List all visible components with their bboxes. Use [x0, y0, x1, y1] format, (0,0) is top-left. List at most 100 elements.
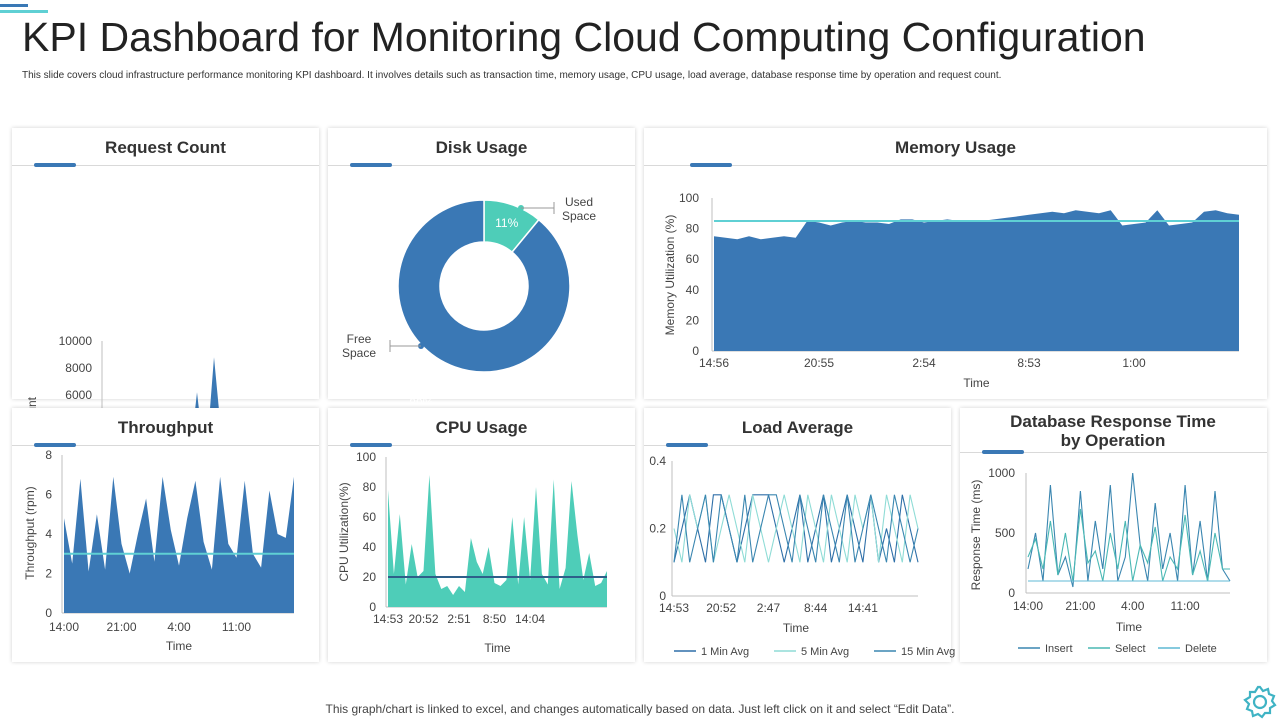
x-tick-label: 1:00 — [1122, 356, 1146, 370]
legend-label: 5 Min Avg — [801, 646, 849, 658]
legend-label: Insert — [1045, 643, 1073, 655]
legend-label: Delete — [1185, 643, 1217, 655]
panel-title: Disk Usage — [435, 138, 528, 157]
y-tick-label: 80 — [363, 480, 377, 494]
panel-memory-usage: Memory Usage 0 20 40 60 80 100 14:56 20:55 2:54 8… — [644, 128, 1267, 399]
panel-accent — [666, 443, 708, 447]
panel-db-response: Database Response Time by Operation 0 500… — [960, 408, 1267, 662]
memory-area-series — [714, 210, 1239, 351]
disk-slice-label: 89% — [409, 396, 433, 410]
y-tick-label: 80 — [686, 222, 700, 236]
y-axis-label: CPU Utilization(%) — [337, 482, 351, 581]
y-tick-label: 60 — [686, 252, 700, 266]
x-tick-label: 11:00 — [1171, 599, 1200, 613]
load-average-chart: 0 0.2 0.4 14:53 20:52 2:47 8:44 14:41 Time 1 Min … — [649, 454, 955, 658]
gear-icon[interactable] — [1242, 684, 1278, 720]
x-tick-label: 11:00 — [222, 620, 251, 634]
panel-accent — [690, 163, 732, 167]
panel-divider — [12, 445, 319, 446]
panel-divider — [328, 445, 635, 446]
panel-accent — [350, 443, 392, 447]
x-tick-label: 2:54 — [912, 356, 936, 370]
y-tick-label: 20 — [686, 313, 700, 327]
x-tick-label: 4:00 — [1121, 599, 1145, 613]
panel-accent — [982, 450, 1024, 454]
free-space-label-1: Free — [347, 332, 372, 346]
used-space-label-2: Space — [562, 209, 596, 223]
y-tick-label: 20 — [363, 570, 377, 584]
x-tick-label: 14:04 — [515, 612, 545, 626]
y-tick-label: 6 — [45, 488, 52, 502]
x-tick-label: 8:44 — [804, 601, 828, 615]
footer-note: This graph/chart is linked to excel, and… — [325, 702, 955, 716]
y-tick-label: 1000 — [988, 466, 1015, 480]
panel-accent — [350, 163, 392, 167]
legend-label: Select — [1115, 643, 1146, 655]
x-tick-label: 14:00 — [49, 620, 79, 634]
y-tick-label: 8000 — [65, 361, 92, 375]
cpu-area-series — [388, 475, 607, 607]
x-axis-label: Time — [484, 641, 511, 655]
x-axis-label: Time — [783, 621, 810, 635]
legend-label: 15 Min Avg — [901, 646, 955, 658]
y-tick-label: 4 — [45, 527, 52, 541]
x-tick-label: 2:51 — [447, 612, 471, 626]
x-axis-label: Time — [963, 376, 990, 390]
y-tick-label: 0 — [369, 600, 376, 614]
x-tick-label: 14:53 — [373, 612, 403, 626]
y-tick-label: 0 — [1008, 586, 1015, 600]
panel-title: Memory Usage — [895, 138, 1016, 157]
panel-cpu-usage: CPU Usage 0 20 40 60 80 100 14:53 20:52 2:51 8:50… — [328, 408, 635, 662]
panel-accent — [34, 163, 76, 167]
panel-title: CPU Usage — [435, 418, 528, 437]
y-tick-label: 8 — [45, 448, 52, 462]
y-tick-label: 2 — [45, 567, 52, 581]
x-tick-label: 14:41 — [848, 601, 878, 615]
throughput-chart: 0 2 4 6 8 14:00 21:00 4:00 11:00 Time Throughput (… — [23, 448, 294, 653]
panel-disk-usage: Disk Usage 11% 89% Used Space Free Space — [328, 128, 635, 410]
disk-slice-1 — [397, 199, 571, 373]
x-tick-label: 14:56 — [699, 356, 729, 370]
legend-label: 1 Min Avg — [701, 646, 749, 658]
y-tick-label: 60 — [363, 510, 377, 524]
x-tick-label: 8:53 — [1017, 356, 1041, 370]
y-tick-label: 0 — [659, 589, 666, 603]
panel-accent — [34, 443, 76, 447]
free-space-label-2: Space — [342, 346, 376, 360]
db-response-chart: 0 500 1000 14:00 21:00 4:00 11:00 Time Response … — [969, 466, 1231, 655]
y-axis-label: Memory Utilization (%) — [663, 215, 677, 336]
throughput-area-series — [64, 476, 294, 613]
panel-divider — [328, 165, 635, 166]
y-tick-label: 100 — [356, 450, 376, 464]
y-tick-label: 40 — [686, 283, 700, 297]
y-tick-label: 0.4 — [649, 454, 666, 468]
panel-title: Request Count — [105, 138, 226, 157]
request-count-chart: 020004000600080001000014:0021:004:0011:0… — [25, 334, 307, 521]
x-tick-label: 14:00 — [1013, 599, 1043, 613]
db-series-0 — [1027, 472, 1231, 588]
page-title: KPI Dashboard for Monitoring Cloud Compu… — [22, 14, 1146, 60]
y-tick-label: 100 — [679, 191, 699, 205]
x-tick-label: 8:50 — [483, 612, 507, 626]
x-tick-label: 4:00 — [167, 620, 191, 634]
x-tick-label: 20:52 — [706, 601, 736, 615]
corner-accent — [0, 4, 48, 16]
y-tick-label: 0 — [45, 606, 52, 620]
x-tick-label: 20:55 — [804, 356, 834, 370]
panel-load-average: Load Average 0 0.2 0.4 14:53 20:52 2:47 8:44 14… — [644, 408, 955, 662]
panel-title: Throughput — [117, 418, 214, 437]
cpu-usage-chart: 0 20 40 60 80 100 14:53 20:52 2:51 8:50 14:04 Time C… — [337, 450, 607, 655]
y-tick-label: 0.2 — [649, 522, 666, 536]
panel-request-count: Request Count 020004000600080001000014:0… — [12, 128, 319, 521]
y-tick-label: 0 — [692, 344, 699, 358]
x-tick-label: 14:53 — [659, 601, 689, 615]
y-axis-label: Throughput (rpm) — [23, 486, 37, 579]
y-tick-label: 6000 — [65, 388, 92, 402]
x-tick-label: 2:47 — [757, 601, 781, 615]
y-tick-label: 40 — [363, 540, 377, 554]
x-tick-label: 21:00 — [106, 620, 136, 634]
disk-slice-label: 11% — [495, 216, 518, 230]
y-axis-label: Response Time (ms) — [969, 480, 983, 591]
used-space-label-1: Used — [565, 195, 593, 209]
